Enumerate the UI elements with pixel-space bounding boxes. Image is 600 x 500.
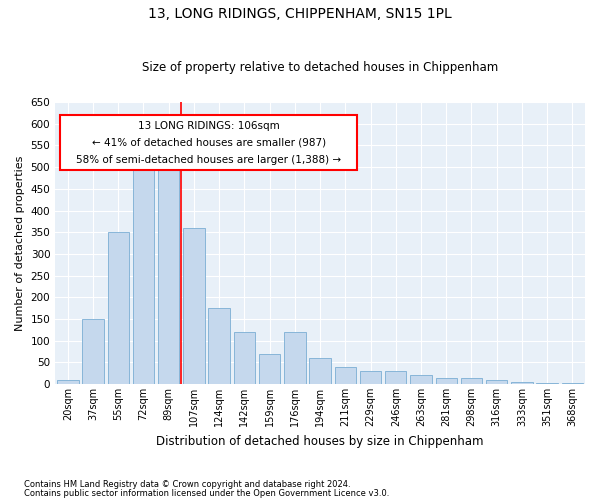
Bar <box>208 308 230 384</box>
Bar <box>436 378 457 384</box>
Text: Contains public sector information licensed under the Open Government Licence v3: Contains public sector information licen… <box>24 488 389 498</box>
Bar <box>183 228 205 384</box>
Bar <box>57 380 79 384</box>
Bar <box>360 371 381 384</box>
Bar <box>310 358 331 384</box>
Bar <box>233 332 255 384</box>
Text: ← 41% of detached houses are smaller (987): ← 41% of detached houses are smaller (98… <box>92 137 326 147</box>
Bar <box>385 371 406 384</box>
Text: 13 LONG RIDINGS: 106sqm: 13 LONG RIDINGS: 106sqm <box>138 120 280 130</box>
Bar <box>562 382 583 384</box>
FancyBboxPatch shape <box>61 114 357 170</box>
Bar <box>133 154 154 384</box>
Bar <box>486 380 508 384</box>
Bar <box>511 382 533 384</box>
Text: 58% of semi-detached houses are larger (1,388) →: 58% of semi-detached houses are larger (… <box>76 155 341 165</box>
Bar <box>461 378 482 384</box>
Y-axis label: Number of detached properties: Number of detached properties <box>15 156 25 330</box>
X-axis label: Distribution of detached houses by size in Chippenham: Distribution of detached houses by size … <box>157 434 484 448</box>
Bar <box>410 376 432 384</box>
Bar <box>158 167 179 384</box>
Bar <box>107 232 129 384</box>
Bar <box>335 366 356 384</box>
Bar <box>259 354 280 384</box>
Text: 13, LONG RIDINGS, CHIPPENHAM, SN15 1PL: 13, LONG RIDINGS, CHIPPENHAM, SN15 1PL <box>148 8 452 22</box>
Bar <box>82 319 104 384</box>
Bar <box>536 382 558 384</box>
Title: Size of property relative to detached houses in Chippenham: Size of property relative to detached ho… <box>142 62 498 74</box>
Bar <box>284 332 305 384</box>
Text: Contains HM Land Registry data © Crown copyright and database right 2024.: Contains HM Land Registry data © Crown c… <box>24 480 350 489</box>
